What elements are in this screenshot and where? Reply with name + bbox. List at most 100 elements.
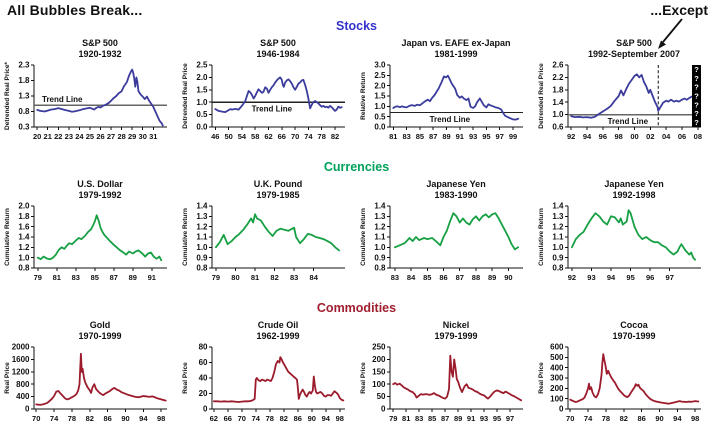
data-line <box>571 209 697 261</box>
chart-title: Japan vs. EAFE ex-Japan <box>401 38 511 48</box>
chart-title: S&P 500 <box>82 38 118 48</box>
chart-plot: Cumulative Return 2.01.81.6 1.41.21.0 0.8 79… <box>4 202 167 282</box>
svg-text:74: 74 <box>304 132 313 141</box>
chart-title: Nickel <box>442 320 470 330</box>
chart-subtitle: 1962-1999 <box>256 330 300 341</box>
svg-text:22: 22 <box>54 132 62 141</box>
svg-text:78: 78 <box>68 414 76 423</box>
chart-title-block: Japan vs. EAFE ex-Japan 1981-1999 <box>356 36 534 61</box>
svg-text:?: ? <box>694 91 699 100</box>
arrow-icon <box>658 18 683 49</box>
svg-text:25: 25 <box>86 132 94 141</box>
chart-plot: Detrended Real Price* 2.3 1.8 1.3 0.8 0.320 21… <box>4 61 167 141</box>
svg-text:66: 66 <box>278 132 286 141</box>
svg-text:600: 600 <box>550 343 564 352</box>
y-axis-ticks: 1.41.31.2 1.11.00.9 0.8 <box>374 202 390 273</box>
axes <box>33 347 167 410</box>
svg-text:06: 06 <box>678 132 686 141</box>
data-line <box>36 214 163 262</box>
chart-title-block: Cocoa 1970-1999 <box>534 318 712 343</box>
svg-text:98: 98 <box>336 414 344 423</box>
chart-subtitle: 1992-1998 <box>612 189 656 200</box>
svg-text:1.4: 1.4 <box>552 98 564 107</box>
data-line <box>214 76 343 113</box>
chart-subtitle: 1970-1999 <box>612 330 656 341</box>
trend-line-label: Trend Line <box>42 95 83 104</box>
svg-text:86: 86 <box>439 273 447 282</box>
svg-text:1.6: 1.6 <box>18 222 30 231</box>
y-axis-label: Cumulative Return <box>182 208 189 266</box>
svg-text:0.0: 0.0 <box>196 123 208 132</box>
svg-text:95: 95 <box>482 132 490 141</box>
chart-title-block: Crude Oil 1962-1999 <box>178 318 356 343</box>
svg-text:150: 150 <box>372 367 386 376</box>
svg-text:84: 84 <box>407 273 416 282</box>
svg-text:24: 24 <box>75 132 84 141</box>
svg-text:70: 70 <box>32 414 40 423</box>
y-axis-ticks: 2.01.81.6 1.41.21.0 0.8 <box>18 202 34 273</box>
svg-text:79: 79 <box>389 414 397 423</box>
svg-text:70: 70 <box>238 414 246 423</box>
y-axis-ticks: 3.02.52.0 1.51.00.5 0.0 <box>374 61 390 132</box>
svg-text:0: 0 <box>25 405 30 414</box>
svg-text:100: 100 <box>372 380 386 389</box>
svg-text:2.6: 2.6 <box>552 61 564 70</box>
data-line <box>35 352 167 406</box>
chart-subtitle: 1983-1990 <box>434 189 478 200</box>
chart-subtitle: 1970-1999 <box>78 330 122 341</box>
svg-text:400: 400 <box>16 392 30 401</box>
chart-japanese-yen-1983-1990: Japanese Yen 1983-1990 Cumulative Return 1.… <box>356 177 534 284</box>
chart-plot: Detrended Real Price 2.6 2.2 1.8 1.4 1.0 0.692… <box>538 61 702 141</box>
y-axis-ticks: 2000 1600 1200 800 400 0 <box>12 343 34 414</box>
svg-text:0.9: 0.9 <box>552 253 564 262</box>
chart-title: Crude Oil <box>257 320 299 330</box>
chart-s-p-500-1992-september-2007: S&P 500 1992-September 2007 Detrended Real… <box>534 36 712 143</box>
chart-title-block: Japanese Yen 1992-1998 <box>534 177 712 202</box>
svg-text:87: 87 <box>441 414 449 423</box>
svg-text:87: 87 <box>456 273 464 282</box>
svg-text:2000: 2000 <box>12 343 30 352</box>
svg-text:1.1: 1.1 <box>374 233 386 242</box>
svg-text:2.5: 2.5 <box>196 61 208 70</box>
svg-text:1.4: 1.4 <box>374 202 386 211</box>
svg-text:?: ? <box>694 83 699 92</box>
svg-text:89: 89 <box>454 414 462 423</box>
svg-text:81: 81 <box>402 414 410 423</box>
section-header-stocks: Stocks <box>336 19 377 33</box>
chart-title-block: U.K. Pound 1979-1985 <box>178 177 356 202</box>
section-currencies: Currencies U.S. Dollar 1979-1992 Cumulativ… <box>0 143 713 284</box>
svg-text:82: 82 <box>280 414 288 423</box>
page-title: All Bubbles Break... <box>7 2 143 18</box>
svg-text:83: 83 <box>391 273 399 282</box>
svg-text:0.8: 0.8 <box>374 264 386 273</box>
svg-text:1.8: 1.8 <box>18 76 30 85</box>
axes <box>567 206 701 269</box>
svg-text:98: 98 <box>691 414 699 423</box>
svg-text:0.5: 0.5 <box>196 110 208 119</box>
chart-title: Japanese Yen <box>426 179 486 189</box>
chart-plot: Cumulative Return 1.41.31.2 1.11.00.9 0.8 79… <box>182 202 345 282</box>
svg-text:1.4: 1.4 <box>196 202 208 211</box>
svg-text:200: 200 <box>550 384 564 393</box>
svg-text:0.8: 0.8 <box>196 264 208 273</box>
chart-subtitle: 1979-1999 <box>434 330 478 341</box>
svg-text:81: 81 <box>53 273 61 282</box>
svg-text:2.0: 2.0 <box>374 81 386 90</box>
svg-text:50: 50 <box>224 132 232 141</box>
svg-text:78: 78 <box>266 414 274 423</box>
svg-text:58: 58 <box>251 132 259 141</box>
svg-text:1.0: 1.0 <box>18 253 30 262</box>
svg-text:82: 82 <box>270 273 278 282</box>
svg-text:31: 31 <box>149 132 157 141</box>
svg-text:83: 83 <box>72 273 80 282</box>
svg-text:87: 87 <box>110 273 118 282</box>
svg-text:81: 81 <box>251 273 259 282</box>
svg-text:87: 87 <box>429 132 437 141</box>
data-line <box>212 356 345 403</box>
svg-text:1.0: 1.0 <box>196 243 208 252</box>
x-axis-ticks: 79 81 83 85 87 89 91 93 95 97 <box>389 409 514 423</box>
svg-text:1.8: 1.8 <box>18 212 30 221</box>
chart-subtitle: 1979-1992 <box>78 189 122 200</box>
svg-text:0.8: 0.8 <box>18 107 30 116</box>
svg-text:0: 0 <box>381 405 386 414</box>
